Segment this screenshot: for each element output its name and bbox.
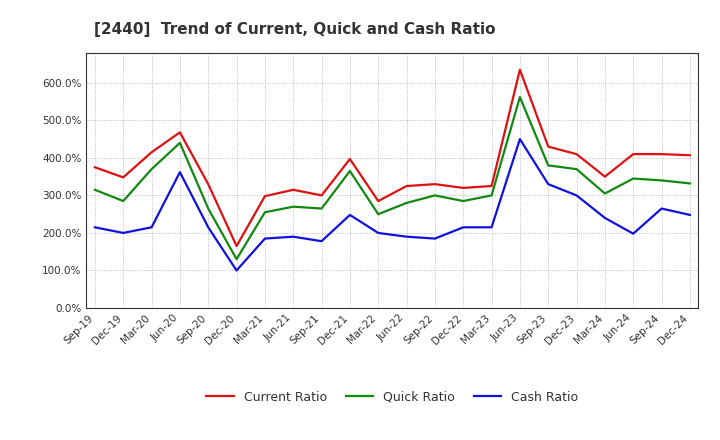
Quick Ratio	[374, 212, 382, 217]
Quick Ratio	[204, 206, 212, 211]
Quick Ratio	[91, 187, 99, 192]
Quick Ratio	[487, 193, 496, 198]
Line: Quick Ratio: Quick Ratio	[95, 97, 690, 259]
Cash Ratio	[544, 182, 552, 187]
Cash Ratio	[204, 225, 212, 230]
Current Ratio	[318, 193, 326, 198]
Current Ratio	[657, 151, 666, 157]
Quick Ratio	[233, 257, 241, 262]
Current Ratio	[91, 165, 99, 170]
Cash Ratio	[516, 136, 524, 142]
Quick Ratio	[176, 140, 184, 146]
Quick Ratio	[346, 169, 354, 174]
Cash Ratio	[657, 206, 666, 211]
Quick Ratio	[261, 210, 269, 215]
Cash Ratio	[487, 225, 496, 230]
Cash Ratio	[459, 225, 467, 230]
Quick Ratio	[600, 191, 609, 196]
Current Ratio	[402, 183, 411, 189]
Cash Ratio	[91, 225, 99, 230]
Current Ratio	[176, 130, 184, 135]
Quick Ratio	[402, 200, 411, 205]
Quick Ratio	[629, 176, 637, 181]
Current Ratio	[685, 153, 694, 158]
Current Ratio	[289, 187, 297, 192]
Current Ratio	[459, 185, 467, 191]
Current Ratio	[204, 182, 212, 187]
Current Ratio	[148, 150, 156, 155]
Quick Ratio	[572, 166, 581, 172]
Current Ratio	[516, 67, 524, 72]
Current Ratio	[572, 151, 581, 157]
Line: Current Ratio: Current Ratio	[95, 70, 690, 246]
Cash Ratio	[119, 230, 127, 235]
Cash Ratio	[374, 230, 382, 235]
Cash Ratio	[261, 236, 269, 241]
Quick Ratio	[657, 178, 666, 183]
Current Ratio	[346, 156, 354, 161]
Quick Ratio	[318, 206, 326, 211]
Current Ratio	[431, 182, 439, 187]
Current Ratio	[261, 194, 269, 199]
Cash Ratio	[685, 212, 694, 217]
Current Ratio	[629, 151, 637, 157]
Legend: Current Ratio, Quick Ratio, Cash Ratio: Current Ratio, Quick Ratio, Cash Ratio	[202, 386, 583, 409]
Cash Ratio	[600, 215, 609, 220]
Cash Ratio	[176, 169, 184, 175]
Current Ratio	[374, 198, 382, 204]
Quick Ratio	[685, 181, 694, 186]
Cash Ratio	[318, 238, 326, 244]
Current Ratio	[600, 174, 609, 179]
Current Ratio	[544, 144, 552, 149]
Quick Ratio	[119, 198, 127, 204]
Line: Cash Ratio: Cash Ratio	[95, 139, 690, 271]
Cash Ratio	[233, 268, 241, 273]
Cash Ratio	[431, 236, 439, 241]
Quick Ratio	[148, 166, 156, 172]
Quick Ratio	[544, 163, 552, 168]
Cash Ratio	[289, 234, 297, 239]
Current Ratio	[119, 175, 127, 180]
Cash Ratio	[148, 225, 156, 230]
Cash Ratio	[346, 212, 354, 217]
Text: [2440]  Trend of Current, Quick and Cash Ratio: [2440] Trend of Current, Quick and Cash …	[94, 22, 495, 37]
Quick Ratio	[431, 193, 439, 198]
Cash Ratio	[572, 193, 581, 198]
Current Ratio	[233, 243, 241, 249]
Quick Ratio	[516, 95, 524, 100]
Current Ratio	[487, 183, 496, 189]
Quick Ratio	[289, 204, 297, 209]
Cash Ratio	[402, 234, 411, 239]
Cash Ratio	[629, 231, 637, 236]
Quick Ratio	[459, 198, 467, 204]
